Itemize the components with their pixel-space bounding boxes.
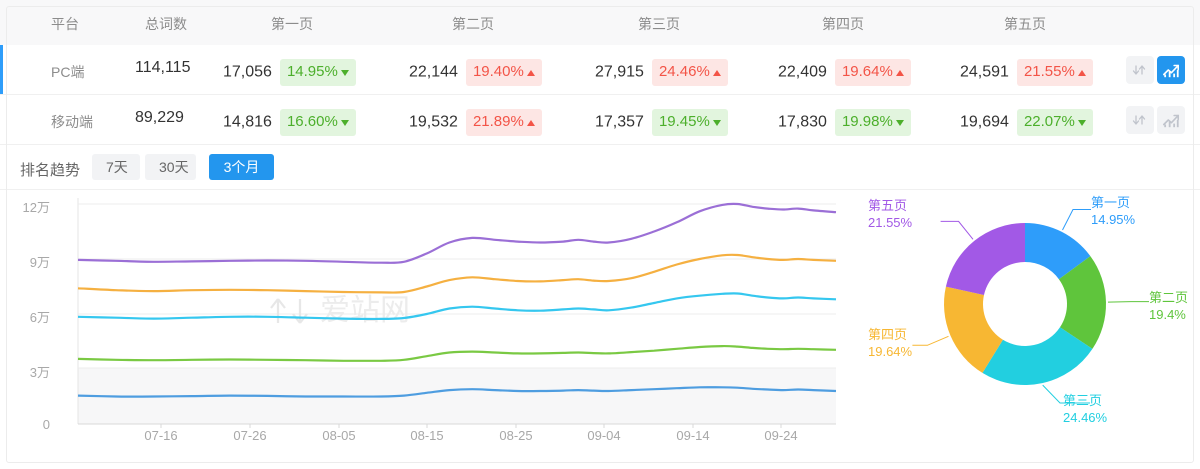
svg-text:爱站网: 爱站网 — [320, 294, 410, 327]
